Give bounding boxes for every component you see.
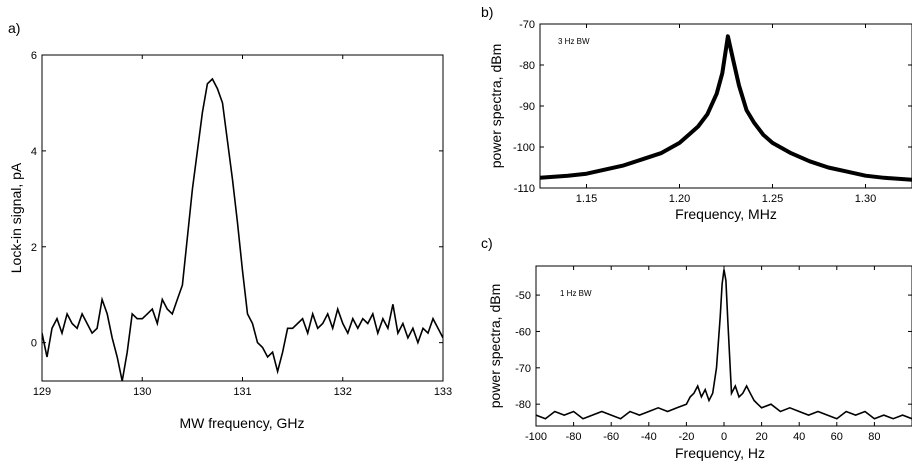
data-point (603, 168, 607, 172)
plot-b-xlabel: Frequency, MHz (675, 206, 777, 222)
plot-a-xlabel: MW frequency, GHz (180, 415, 305, 431)
x-tick-label: 129 (33, 386, 51, 398)
plot-a-frame (41, 54, 444, 382)
plot-c-xlabel: Frequency, Hz (675, 445, 765, 461)
y-tick-label: 0 (31, 338, 37, 350)
plot-a-ylabel: Lock-in signal, pA (8, 162, 24, 273)
x-tick-label: -80 (566, 431, 582, 443)
x-tick-label: 132 (334, 386, 352, 398)
x-tick-label: -60 (603, 431, 619, 443)
data-point (808, 159, 812, 163)
data-point (705, 112, 709, 116)
x-tick-label: 80 (868, 431, 880, 443)
panel-b-label: b) (481, 4, 493, 20)
data-point (745, 108, 748, 112)
y-tick-label: 2 (31, 242, 37, 254)
y-tick-label: -50 (515, 290, 531, 302)
plot-c-frame (535, 265, 912, 427)
plot-c: -100 -80 -60 -40 -20 0 20 40 60 80 -80 -70 -60 -50 (515, 266, 912, 443)
data-point (585, 172, 588, 176)
x-tick-label: 1.15 (576, 193, 597, 205)
x-tick-label: 40 (793, 431, 805, 443)
x-tick-label: 20 (755, 431, 767, 443)
plot-c-ylabel: power spectra, dBm (487, 284, 503, 409)
x-tick-label: 130 (133, 386, 151, 398)
x-tick-label: 131 (233, 386, 251, 398)
data-point (752, 120, 756, 124)
x-tick-label: 1.30 (855, 193, 876, 205)
data-point (715, 92, 719, 96)
series-line (42, 77, 443, 381)
plot-b-frame (539, 23, 912, 189)
x-tick-label: -20 (678, 431, 694, 443)
data-point (845, 170, 849, 174)
y-tick-label: -110 (514, 183, 535, 195)
panel-a-label: a) (8, 20, 20, 36)
data-point (640, 157, 644, 161)
data-point (687, 133, 691, 137)
data-point (726, 34, 730, 38)
data-point (882, 176, 886, 180)
y-tick-label: 6 (31, 50, 37, 62)
plot-b-ylabel: power spectra, dBm (488, 44, 504, 169)
x-tick-label: 1.20 (669, 193, 690, 205)
plot-a: 129 130 131 132 133 0 2 4 6 (31, 50, 452, 398)
data-point (731, 59, 735, 63)
y-tick-label: -60 (515, 326, 531, 338)
series-line (536, 269, 912, 420)
data-point (771, 141, 774, 145)
x-tick-label: 1.25 (762, 193, 783, 205)
data-point (678, 141, 681, 145)
y-tick-label: -80 (519, 60, 535, 72)
plot-c-annotation: 1 Hz BW (560, 289, 592, 298)
data-point (720, 71, 724, 75)
plot-b: 1.15 1.20 1.25 1.30 -110 -100 -90 -80 -70 (513, 19, 912, 205)
data-point (826, 166, 830, 169)
y-tick-label: -100 (513, 142, 535, 154)
series-band (540, 34, 912, 182)
x-tick-label: -40 (641, 431, 657, 443)
y-tick-label: -70 (519, 19, 535, 31)
data-point (761, 133, 765, 137)
data-point (864, 174, 867, 178)
data-point (659, 151, 663, 155)
y-tick-label: -80 (515, 399, 531, 411)
data-point (622, 163, 626, 167)
x-tick-label: -100 (525, 431, 547, 443)
data-point (737, 84, 741, 87)
x-tick-label: 133 (434, 386, 452, 398)
x-tick-label: 0 (721, 431, 727, 443)
x-tick-label: 60 (831, 431, 843, 443)
y-tick-label: -90 (519, 101, 535, 113)
data-point (789, 151, 793, 155)
y-tick-label: -70 (515, 363, 531, 375)
data-point (696, 125, 700, 128)
data-point (566, 174, 570, 178)
panel-c-label: c) (481, 235, 493, 251)
plot-b-annotation: 3 Hz BW (558, 37, 590, 46)
y-tick-label: 4 (31, 146, 37, 158)
